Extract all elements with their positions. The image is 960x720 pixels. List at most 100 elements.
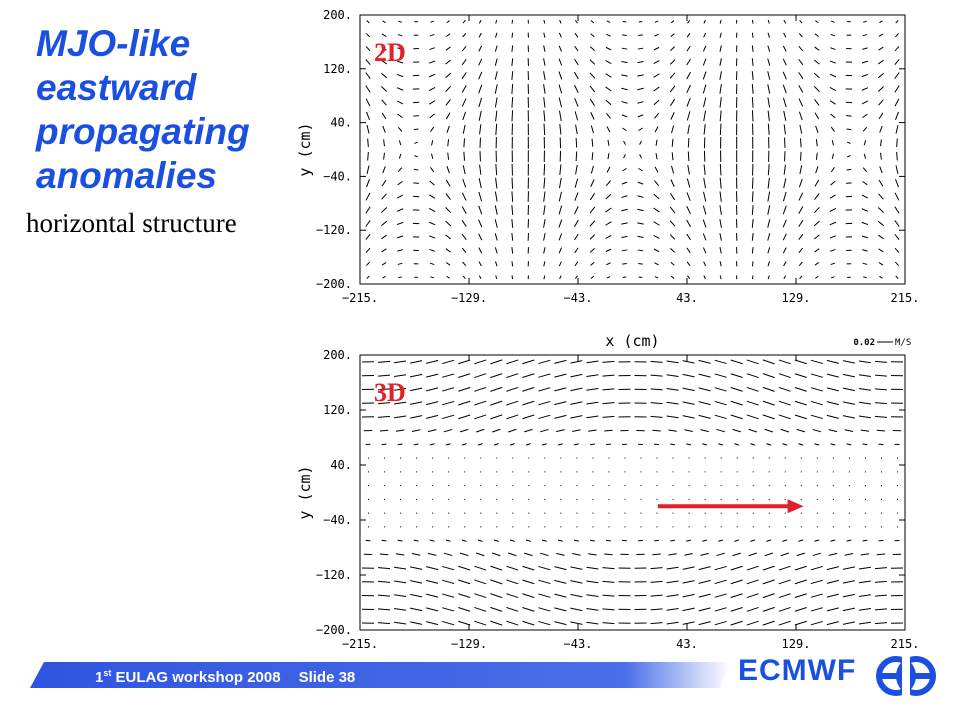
- vector-arrow: [858, 566, 871, 570]
- vector-arrow: [653, 207, 660, 213]
- vector-arrow: [543, 84, 546, 94]
- vector-arrow: [378, 622, 391, 625]
- vector-arrow: [894, 33, 900, 38]
- vector-arrow: [767, 177, 770, 189]
- x-tick-label: −43.: [564, 637, 593, 651]
- vector-arrow: [783, 164, 786, 175]
- vector-arrow: [767, 97, 771, 108]
- vector-arrow: [574, 261, 579, 267]
- vector-arrow: [670, 248, 676, 253]
- vector-arrow: [621, 74, 628, 77]
- vector-arrow: [858, 621, 871, 625]
- vector-arrow: [378, 388, 391, 391]
- vector-arrow: [543, 275, 546, 280]
- vector-arrow: [719, 71, 722, 80]
- vector-arrow: [462, 111, 467, 121]
- vector-arrow: [767, 261, 770, 267]
- vector-arrow: [442, 593, 455, 598]
- vector-arrow: [570, 621, 583, 625]
- vector-arrow: [522, 620, 535, 626]
- vector-arrow: [653, 73, 660, 78]
- vector-arrow: [815, 20, 819, 24]
- vector-arrow: [734, 539, 740, 542]
- vector-arrow: [782, 247, 787, 254]
- vector-arrow: [700, 552, 709, 556]
- vector-arrow: [446, 166, 450, 174]
- vector-arrow: [703, 110, 707, 122]
- vector-arrow: [783, 178, 787, 189]
- vector-arrow: [538, 579, 551, 585]
- vector-arrow: [719, 58, 722, 66]
- vector-arrow: [682, 415, 695, 419]
- vector-arrow: [653, 234, 660, 239]
- vector-arrow: [669, 59, 676, 65]
- vector-arrow: [798, 539, 804, 542]
- vector-arrow: [638, 276, 643, 279]
- vector-arrow: [478, 110, 482, 121]
- vector-arrow: [714, 387, 727, 392]
- vector-arrow: [426, 373, 439, 378]
- vector-arrow: [588, 553, 597, 556]
- vector-arrow: [413, 443, 419, 446]
- vector-arrow: [830, 262, 836, 266]
- vector-arrow: [590, 125, 594, 134]
- vector-arrow: [830, 113, 836, 119]
- vector-arrow: [365, 261, 371, 266]
- vector-arrow: [538, 387, 551, 392]
- vector-arrow: [478, 58, 483, 66]
- vector-arrow: [426, 359, 439, 364]
- vector-arrow: [623, 154, 626, 159]
- vector-arrow: [410, 593, 423, 598]
- vector-arrow: [511, 177, 514, 189]
- vector-arrow: [829, 221, 837, 226]
- vector-arrow: [858, 607, 871, 611]
- y-tick-label: −120.: [316, 223, 352, 237]
- vector-arrow: [378, 402, 391, 405]
- vector-arrow: [637, 181, 644, 185]
- vector-arrow: [686, 32, 691, 38]
- vector-arrow: [586, 360, 599, 364]
- vector-arrow: [698, 387, 711, 392]
- vector-arrow: [751, 32, 754, 38]
- vector-arrow: [430, 276, 434, 279]
- vector-arrow: [783, 275, 787, 280]
- vector-arrow: [878, 33, 884, 37]
- vector-arrow: [682, 373, 695, 378]
- vector-arrow: [506, 359, 519, 365]
- vector-arrow: [719, 110, 722, 122]
- vector-arrow: [794, 373, 807, 378]
- vector-arrow: [798, 46, 804, 52]
- vector-arrow: [378, 360, 391, 363]
- vector-arrow: [794, 387, 807, 392]
- vector-arrow: [590, 33, 595, 38]
- vector-arrow: [682, 360, 695, 364]
- vector-arrow: [511, 219, 514, 228]
- vector-arrow: [574, 84, 579, 94]
- vector-arrow: [810, 607, 823, 612]
- vector-arrow: [414, 141, 418, 144]
- vector-arrow: [698, 373, 711, 378]
- vector-arrow: [495, 32, 498, 38]
- vector-arrow: [703, 275, 706, 280]
- vector-arrow: [764, 552, 774, 557]
- vector-arrow: [461, 539, 467, 542]
- vector-arrow: [830, 248, 836, 252]
- vector-arrow: [543, 163, 546, 176]
- vector-arrow: [558, 58, 563, 66]
- vector-arrow: [491, 428, 501, 433]
- vector-arrow: [461, 72, 467, 79]
- vector-arrow: [686, 219, 691, 228]
- vector-arrow: [719, 123, 722, 136]
- vector-arrow: [861, 208, 869, 212]
- vector-arrow: [586, 580, 599, 584]
- vector-arrow: [525, 443, 531, 446]
- vector-arrow: [490, 373, 503, 379]
- vector-arrow: [558, 71, 563, 80]
- vector-arrow: [506, 400, 519, 406]
- vector-arrow: [895, 178, 899, 188]
- vector-arrow: [861, 235, 869, 239]
- vector-arrow: [365, 72, 371, 79]
- vector-arrow: [605, 234, 612, 239]
- vector-arrow: [799, 275, 803, 279]
- vector-arrow: [686, 261, 691, 267]
